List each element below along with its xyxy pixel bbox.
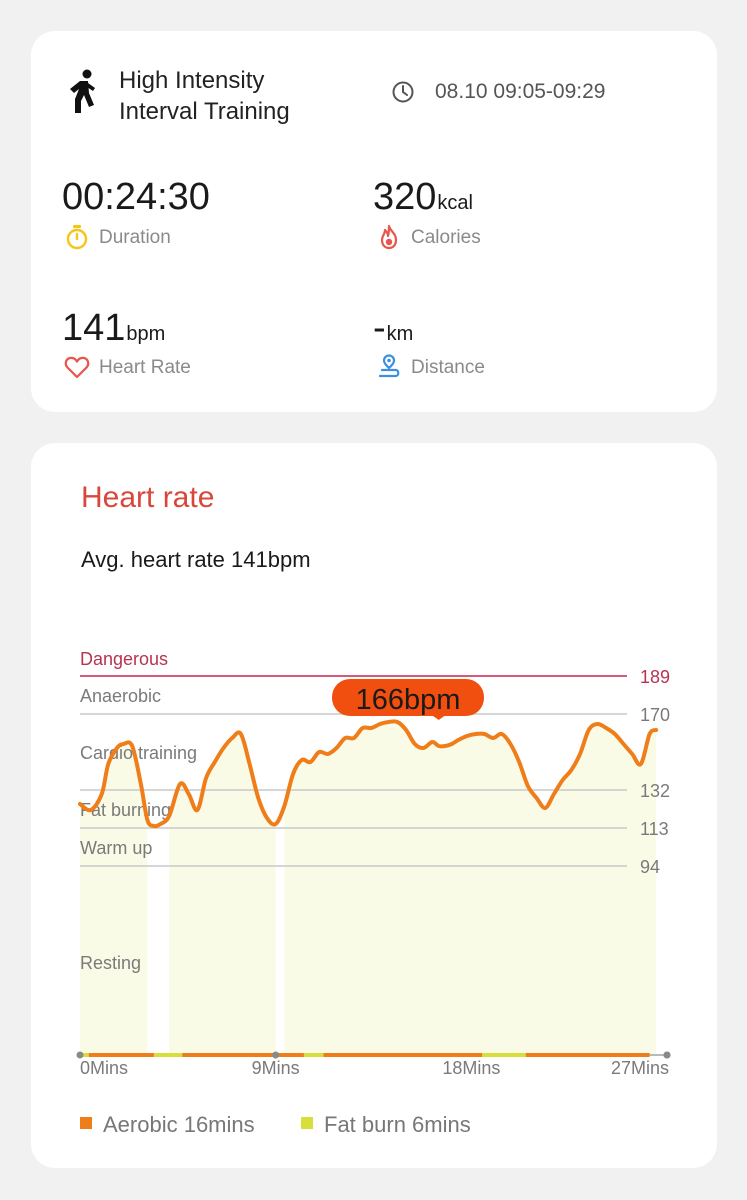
legend-label-aerobic: Aerobic 16mins	[103, 1112, 255, 1137]
y-tick-label-113: 113	[640, 819, 669, 839]
y-tick-label-132: 132	[640, 781, 670, 801]
calories-value: 320kcal	[373, 177, 473, 223]
peak-callout-pointer	[431, 715, 446, 720]
fat-burn-band-3	[482, 1053, 526, 1057]
zone-label-dangerous: Dangerous	[80, 649, 168, 669]
aerobic-band-1	[182, 1053, 304, 1057]
workout-summary-card: High Intensity Interval Training 08.10 0…	[31, 31, 717, 412]
distance-number: -	[373, 307, 386, 349]
heart-rate-line	[78, 719, 659, 829]
y-tick-label-189: 189	[640, 667, 670, 687]
calories-unit: kcal	[437, 192, 473, 214]
legend-swatch-fat-burn	[301, 1117, 313, 1129]
peak-callout-bubble	[332, 679, 484, 716]
chart-area-fill-2	[284, 722, 657, 1055]
calories-label: Calories	[411, 227, 481, 248]
chart-area-fill-0	[80, 744, 148, 1055]
x-tick-label-3: 27Mins	[611, 1058, 669, 1078]
aerobic-band-3	[525, 1053, 650, 1057]
heart-rate-value: 141bpm	[62, 308, 165, 354]
zone-label-anaerobic: Anaerobic	[80, 686, 161, 706]
heart-rate-label: Heart Rate	[99, 357, 191, 378]
duration-number: 00:24:30	[62, 176, 210, 218]
y-tick-label-94: 94	[640, 857, 660, 877]
stopwatch-icon	[66, 225, 88, 250]
x-tick-label-1: 9Mins	[252, 1058, 300, 1078]
distance-label: Distance	[411, 357, 485, 378]
route-pin-icon	[378, 354, 400, 378]
legend-label-fat-burn: Fat burn 6mins	[324, 1112, 471, 1137]
zone-label-cardio-training: Cardio training	[80, 743, 197, 763]
zone-label-fat-burning: Fat burning	[80, 800, 171, 820]
zone-label-resting: Resting	[80, 953, 141, 973]
x-tick-label-0: 0Mins	[80, 1058, 128, 1078]
activity-time: 08.10 09:05-09:29	[435, 80, 606, 103]
duration-label: Duration	[99, 227, 171, 248]
calories-number: 320	[373, 176, 437, 218]
fat-burn-band-0	[80, 1053, 89, 1057]
heart-rate-section-title: Heart rate	[81, 481, 215, 514]
duration-value: 00:24:30	[62, 177, 210, 217]
legend-swatch-aerobic	[80, 1117, 92, 1129]
chart-area-fill-1	[169, 734, 276, 1055]
flame-icon	[380, 224, 398, 250]
heart-rate-card: Heart rate Avg. heart rate 141bpm 189 170…	[31, 443, 717, 1168]
zone-label-warm-up: Warm up	[80, 838, 152, 858]
average-heart-rate: Avg. heart rate 141bpm	[81, 547, 311, 572]
distance-unit: km	[386, 323, 414, 345]
heart-icon	[64, 356, 90, 379]
aerobic-band-2	[323, 1053, 483, 1057]
x-axis-dot-0	[76, 1051, 84, 1059]
fat-burn-band-2	[303, 1053, 324, 1057]
peak-callout-label: 166bpm	[356, 684, 461, 716]
running-person-icon	[70, 69, 95, 113]
x-tick-label-2: 18Mins	[442, 1058, 500, 1078]
activity-title-line2: Interval Training	[119, 98, 290, 125]
activity-title: High Intensity Interval Training	[119, 65, 290, 127]
heart-rate-unit: bpm	[126, 323, 166, 345]
x-axis-dot-9	[272, 1051, 280, 1059]
fat-burn-band-1	[153, 1053, 183, 1057]
distance-value: -km	[373, 308, 413, 354]
y-tick-label-170: 170	[640, 705, 670, 725]
heart-rate-number: 141	[62, 307, 126, 349]
aerobic-band-0	[88, 1053, 154, 1057]
activity-title-line1: High Intensity	[119, 67, 265, 94]
heart-rate-chart[interactable]: 189 170 132 113 94 Dangerous Anaerobic Cardio t…	[31, 443, 717, 1168]
x-axis-dot-end	[663, 1051, 671, 1059]
clock-icon	[392, 81, 414, 103]
